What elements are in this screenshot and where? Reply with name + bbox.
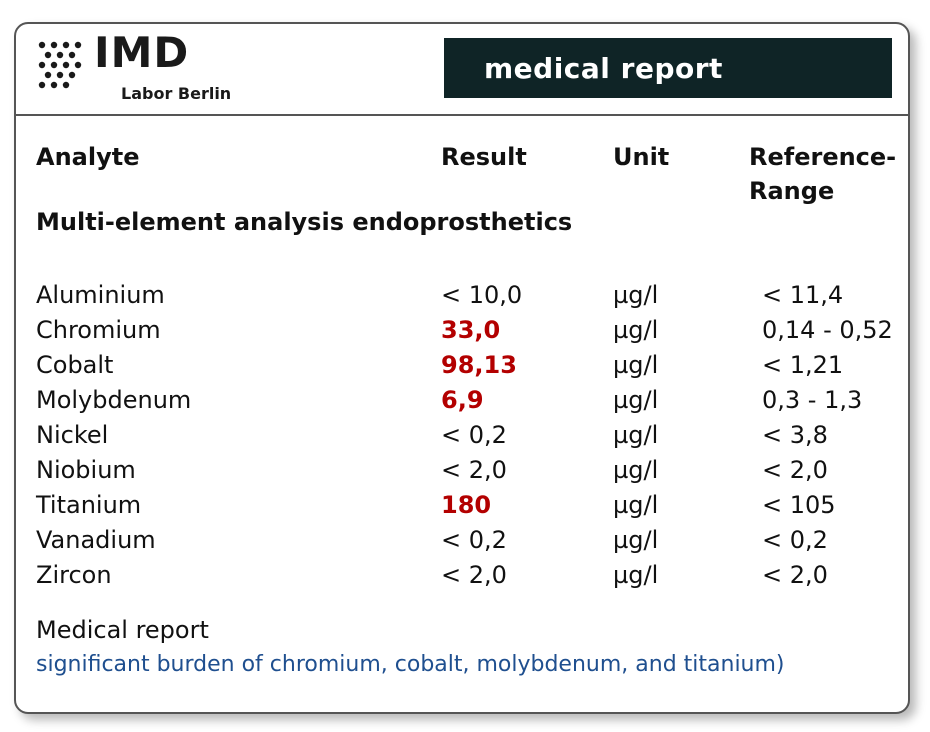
result-value-flagged: 98,13	[441, 351, 517, 379]
report-title-banner: medical report	[444, 38, 892, 98]
reference-range: 0,3 - 1,3	[762, 386, 863, 414]
column-header-reference-line1: Reference-	[749, 143, 897, 171]
analyte-name: Aluminium	[36, 281, 165, 309]
table-row: Molybdenum 6,9 µg/l 0,3 - 1,3	[16, 383, 908, 418]
imd-logo-dots-icon	[38, 41, 82, 89]
result-value: < 2,0	[441, 561, 507, 589]
table-row: Aluminium < 10,0 µg/l < 11,4	[16, 278, 908, 313]
result-value-flagged: 180	[441, 491, 492, 519]
result-value: < 0,2	[441, 421, 507, 449]
table-row: Zircon < 2,0 µg/l < 2,0	[16, 558, 908, 593]
column-header-unit: Unit	[613, 143, 670, 171]
analyte-name: Molybdenum	[36, 386, 192, 414]
analyte-name: Niobium	[36, 456, 136, 484]
reference-range: < 105	[762, 491, 836, 519]
unit-value: µg/l	[613, 281, 659, 309]
reference-range: < 3,8	[762, 421, 828, 449]
analyte-name: Cobalt	[36, 351, 114, 379]
results-table: Aluminium < 10,0 µg/l < 11,4 Chromium 33…	[16, 278, 908, 593]
analyte-name: Nickel	[36, 421, 109, 449]
column-header-analyte: Analyte	[36, 143, 140, 171]
column-header-result: Result	[441, 143, 527, 171]
unit-value: µg/l	[613, 456, 659, 484]
result-value: < 10,0	[441, 281, 523, 309]
result-value: < 2,0	[441, 456, 507, 484]
result-value-flagged: 6,9	[441, 386, 484, 414]
report-card: IMD Labor Berlin medical report Analyte …	[14, 22, 910, 714]
column-header-reference-line2: Range	[749, 177, 835, 205]
analyte-name: Vanadium	[36, 526, 156, 554]
reference-range: < 1,21	[762, 351, 844, 379]
report-header: IMD Labor Berlin medical report	[16, 24, 908, 116]
section-title: Multi-element analysis endoprosthetics	[36, 208, 573, 236]
unit-value: µg/l	[613, 421, 659, 449]
medical-report-text: significant burden of chromium, cobalt, …	[36, 652, 785, 677]
unit-value: µg/l	[613, 491, 659, 519]
analyte-name: Titanium	[36, 491, 142, 519]
column-header-reference: Reference- Range	[749, 140, 896, 208]
unit-value: µg/l	[613, 316, 659, 344]
reference-range: 0,14 - 0,52	[762, 316, 893, 344]
table-row: Chromium 33,0 µg/l 0,14 - 0,52	[16, 313, 908, 348]
table-row: Cobalt 98,13 µg/l < 1,21	[16, 348, 908, 383]
table-row: Niobium < 2,0 µg/l < 2,0	[16, 453, 908, 488]
unit-value: µg/l	[613, 526, 659, 554]
reference-range: < 2,0	[762, 456, 828, 484]
table-row: Vanadium < 0,2 µg/l < 0,2	[16, 523, 908, 558]
reference-range: < 0,2	[762, 526, 828, 554]
table-row: Titanium 180 µg/l < 105	[16, 488, 908, 523]
analyte-name: Zircon	[36, 561, 112, 589]
table-row: Nickel < 0,2 µg/l < 3,8	[16, 418, 908, 453]
reference-range: < 11,4	[762, 281, 844, 309]
logo-name: IMD	[94, 28, 190, 77]
medical-report-label: Medical report	[36, 616, 209, 644]
unit-value: µg/l	[613, 351, 659, 379]
result-value-flagged: 33,0	[441, 316, 501, 344]
logo-subtitle: Labor Berlin	[121, 84, 232, 103]
result-value: < 0,2	[441, 526, 507, 554]
unit-value: µg/l	[613, 561, 659, 589]
reference-range: < 2,0	[762, 561, 828, 589]
unit-value: µg/l	[613, 386, 659, 414]
analyte-name: Chromium	[36, 316, 161, 344]
